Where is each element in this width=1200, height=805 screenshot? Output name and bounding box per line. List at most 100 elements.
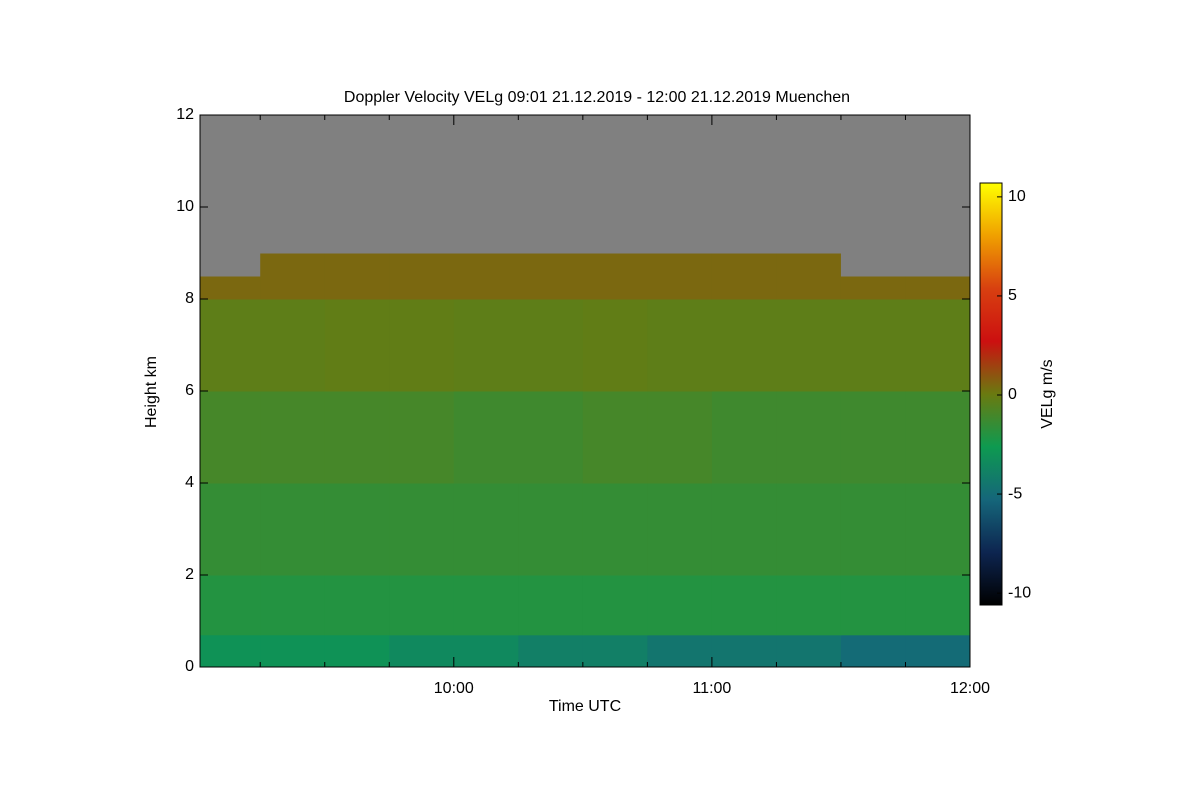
heatmap-cell [453, 299, 519, 392]
y-tick-label: 2 [185, 566, 194, 583]
heatmap-cell [389, 391, 455, 484]
y-tick-label: 12 [176, 106, 194, 123]
heatmap-cell [840, 299, 906, 392]
heatmap-cell [260, 575, 326, 636]
heatmap-cell [647, 115, 713, 254]
heatmap-cell [389, 115, 455, 254]
heatmap-cell [518, 276, 584, 300]
heatmap-cell [453, 115, 519, 254]
heatmap-cell [711, 634, 777, 668]
x-tick-label: 11:00 [692, 680, 731, 697]
heatmap-cell [905, 634, 971, 668]
heatmap-cell [389, 634, 455, 668]
heatmap-cell [389, 575, 455, 636]
heatmap-cell [647, 391, 713, 484]
heatmap-cell [200, 299, 261, 392]
heatmap-cell [518, 115, 584, 254]
heatmap-cell [647, 299, 713, 392]
heatmap-cell [647, 253, 713, 277]
heatmap-cell [518, 575, 584, 636]
heatmap-cell [260, 634, 326, 668]
heatmap-cell [389, 276, 455, 300]
heatmap-cell [260, 483, 326, 576]
y-tick-label: 4 [185, 474, 194, 491]
heatmap-cell [324, 483, 390, 576]
colorbar-tick-label: 10 [1008, 188, 1026, 205]
heatmap-cell [389, 253, 455, 277]
heatmap-cell [582, 299, 648, 392]
y-tick-label: 8 [185, 290, 194, 307]
heatmap-cell [905, 253, 971, 277]
heatmap-cell [840, 483, 906, 576]
heatmap-cell [711, 575, 777, 636]
heatmap-cell [840, 634, 906, 668]
heatmap-cell [200, 253, 261, 277]
heatmap-cell [711, 299, 777, 392]
heatmap-cell [776, 391, 842, 484]
heatmap-cell [711, 483, 777, 576]
heatmap-cell [518, 391, 584, 484]
heatmap-cell [905, 391, 971, 484]
heatmap-cell [453, 276, 519, 300]
heatmap-cell [647, 634, 713, 668]
heatmap-cell [840, 115, 906, 254]
heatmap-cell [453, 575, 519, 636]
heatmap-cell [260, 391, 326, 484]
colorbar [979, 182, 1003, 606]
heatmap-cell [200, 575, 261, 636]
heatmap-cell [776, 299, 842, 392]
heatmap-cell [582, 253, 648, 277]
x-tick-label: 10:00 [434, 680, 474, 697]
heatmap-cell [453, 483, 519, 576]
heatmap-cell [260, 253, 326, 277]
heatmap-cell [324, 634, 390, 668]
heatmap-cell [711, 276, 777, 300]
heatmap-cell [711, 115, 777, 254]
heatmap-cell [389, 483, 455, 576]
heatmap-cell [324, 115, 390, 254]
heatmap-cell [582, 276, 648, 300]
heatmap-cell [582, 391, 648, 484]
heatmap-cell [453, 253, 519, 277]
colorbar-tick-label: -5 [1008, 485, 1022, 502]
heatmap-cell [776, 575, 842, 636]
heatmap-cell [905, 483, 971, 576]
heatmap-cell [200, 276, 261, 300]
heatmap-cell [260, 299, 326, 392]
x-tick-label: 12:00 [950, 680, 990, 697]
heatmap-cell [200, 115, 261, 254]
heatmap-cell [200, 483, 261, 576]
heatmap-cell [711, 253, 777, 277]
heatmap-cell [582, 575, 648, 636]
heatmap-cell [776, 634, 842, 668]
y-tick-label: 10 [176, 198, 194, 215]
heatmap-cell [647, 575, 713, 636]
heatmap-cell [200, 391, 261, 484]
colorbar-tick-label: 5 [1008, 287, 1017, 304]
heatmap-cell [453, 634, 519, 668]
heatmap-cell [582, 483, 648, 576]
heatmap-cell [582, 115, 648, 254]
heatmap-cell [518, 299, 584, 392]
heatmap-cell [840, 391, 906, 484]
heatmap-cell [518, 253, 584, 277]
heatmap-cell [647, 276, 713, 300]
colorbar-label: VELg m/s [1039, 359, 1056, 428]
chart-title: Doppler Velocity VELg 09:01 21.12.2019 -… [344, 89, 850, 106]
heatmap-cell [776, 276, 842, 300]
heatmap-cell [905, 276, 971, 300]
heatmap-cell [389, 299, 455, 392]
colorbar-tick-label: 0 [1008, 386, 1017, 403]
heatmap-cell [324, 575, 390, 636]
heatmap-cell [840, 575, 906, 636]
heatmap [200, 115, 971, 668]
heatmap-cell [905, 115, 971, 254]
y-axis-label: Height km [143, 356, 160, 428]
heatmap-cell [324, 276, 390, 300]
heatmap-cell [518, 634, 584, 668]
heatmap-cell [518, 483, 584, 576]
heatmap-cell [840, 253, 906, 277]
heatmap-cell [260, 115, 326, 254]
